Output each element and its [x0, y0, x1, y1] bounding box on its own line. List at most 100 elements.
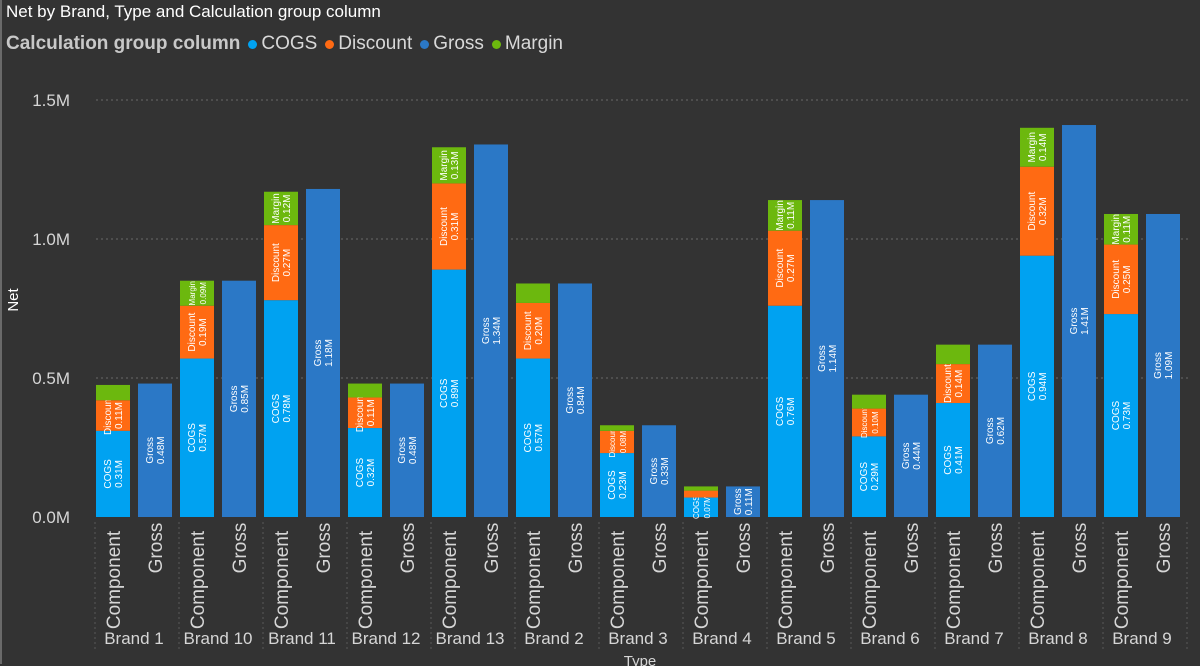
x-tick-type-label: Gross — [230, 523, 251, 574]
bar-margin[interactable] — [684, 486, 718, 491]
bar-gross[interactable] — [558, 283, 592, 517]
bar-discount[interactable] — [96, 400, 130, 431]
bar-cogs[interactable] — [432, 269, 466, 517]
legend-item-discount[interactable]: Discount — [325, 33, 412, 55]
x-tick-brand-label: Brand 8 — [1028, 629, 1088, 648]
bar-gross[interactable] — [306, 188, 340, 517]
bar-discount[interactable] — [264, 225, 298, 301]
data-label-gross: Gross0.62M — [985, 417, 1007, 445]
bar-discount[interactable] — [432, 183, 466, 270]
data-label-discount: Discount0.27M — [775, 249, 797, 288]
y-tick-label: 0.0M — [32, 508, 70, 527]
data-label-discount: Discount0.11M — [103, 396, 125, 435]
bar-gross[interactable] — [810, 200, 844, 517]
bar-margin[interactable] — [348, 383, 382, 398]
data-label-discount: Discount0.25M — [1111, 260, 1133, 299]
x-tick-type-label: Gross — [1154, 523, 1175, 574]
bar-cogs[interactable] — [1104, 314, 1138, 517]
bar-discount[interactable] — [1104, 244, 1138, 315]
legend[interactable]: Calculation group column COGS Discount G… — [6, 32, 571, 56]
bar-discount[interactable] — [600, 430, 634, 454]
x-tick-type-label: Gross — [734, 523, 755, 574]
bar-discount[interactable] — [936, 364, 970, 404]
data-label-margin: Margin 0.09M — [188, 281, 208, 305]
bar-margin[interactable] — [96, 384, 130, 401]
bar-cogs[interactable] — [264, 300, 298, 517]
bar-margin[interactable] — [600, 425, 634, 431]
x-tick-type-label: Component — [356, 530, 377, 629]
bar-margin[interactable] — [1104, 213, 1138, 245]
bar-margin[interactable] — [768, 200, 802, 231]
legend-dot-gross — [420, 39, 430, 49]
chart-title: Net by Brand, Type and Calculation group… — [6, 2, 381, 21]
legend-title: Calculation group column — [6, 33, 241, 54]
bar-gross[interactable] — [138, 383, 172, 517]
data-label-gross: Gross1.34M — [481, 317, 503, 345]
bar-discount[interactable] — [180, 305, 214, 359]
x-tick-type-label: Component — [776, 530, 797, 629]
data-label-margin: Margin0.14M — [1027, 132, 1049, 163]
bar-discount[interactable] — [684, 490, 718, 498]
bar-margin[interactable] — [264, 191, 298, 226]
bar-cogs[interactable] — [180, 358, 214, 517]
bar-gross[interactable] — [474, 144, 508, 518]
y-tick-label: 1.0M — [32, 230, 70, 249]
bar-margin[interactable] — [852, 394, 886, 409]
bar-discount[interactable] — [348, 397, 382, 429]
y-axis-title: Net — [5, 287, 22, 311]
bar-discount[interactable] — [768, 230, 802, 306]
legend-item-cogs[interactable]: COGS — [248, 33, 317, 55]
bar-cogs[interactable] — [600, 453, 634, 517]
x-tick-brand-label: Brand 5 — [776, 629, 836, 648]
data-label-discount: Discount0.19M — [187, 312, 209, 351]
x-tick-type-label: Gross — [650, 523, 671, 574]
data-label-gross: Gross1.09M — [1153, 352, 1175, 380]
bar-gross[interactable] — [1146, 213, 1180, 518]
bar-gross[interactable] — [642, 425, 676, 517]
bar-gross[interactable] — [1062, 125, 1096, 518]
x-tick-type-label: Component — [272, 530, 293, 629]
bar-cogs[interactable] — [516, 358, 550, 517]
bar-margin[interactable] — [432, 147, 466, 184]
x-tick-brand-label: Brand 7 — [944, 629, 1004, 648]
bar-cogs[interactable] — [348, 428, 382, 517]
x-tick-brand-label: Brand 2 — [524, 629, 584, 648]
bar-cogs[interactable] — [768, 305, 802, 517]
data-label-cogs: COGS0.94M — [1027, 371, 1049, 401]
bar-discount[interactable] — [516, 302, 550, 359]
legend-item-gross[interactable]: Gross — [420, 33, 484, 55]
data-label-gross: Gross0.33M — [649, 457, 671, 485]
x-tick-brand-label: Brand 4 — [692, 629, 752, 648]
x-tick-brand-label: Brand 3 — [608, 629, 668, 648]
bar-cogs[interactable] — [96, 430, 130, 517]
bar-margin[interactable] — [180, 280, 214, 306]
x-tick-type-label: Gross — [818, 523, 839, 574]
bar-margin[interactable] — [1020, 127, 1054, 167]
bar-gross[interactable] — [978, 344, 1012, 517]
bar-discount[interactable] — [1020, 166, 1054, 256]
x-tick-type-label: Gross — [1070, 523, 1091, 574]
bar-cogs[interactable] — [1020, 255, 1054, 517]
bar-cogs[interactable] — [684, 497, 718, 517]
data-label-discount: Discount0.20M — [523, 311, 545, 350]
data-label-cogs: COGS0.76M — [775, 396, 797, 426]
data-label-margin: Margin0.13M — [439, 150, 461, 181]
legend-item-margin[interactable]: Margin — [491, 33, 563, 55]
bar-discount[interactable] — [852, 408, 886, 437]
legend-label-margin: Margin — [504, 33, 563, 54]
x-tick-brand-label: Brand 9 — [1112, 629, 1172, 648]
bar-margin[interactable] — [936, 344, 970, 365]
bar-cogs[interactable] — [852, 436, 886, 517]
bar-cogs[interactable] — [936, 403, 970, 517]
y-tick-label: 0.5M — [32, 369, 70, 388]
bar-gross[interactable] — [894, 394, 928, 517]
bar-margin[interactable] — [516, 283, 550, 303]
data-label-gross: Gross1.41M — [1069, 307, 1091, 335]
x-tick-brand-label: Brand 12 — [352, 629, 421, 648]
data-label-gross: Gross0.44M — [901, 442, 923, 470]
bar-gross[interactable] — [222, 280, 256, 517]
data-label-gross: Gross0.84M — [565, 386, 587, 414]
bar-gross[interactable] — [390, 383, 424, 517]
bar-gross[interactable] — [726, 486, 760, 517]
